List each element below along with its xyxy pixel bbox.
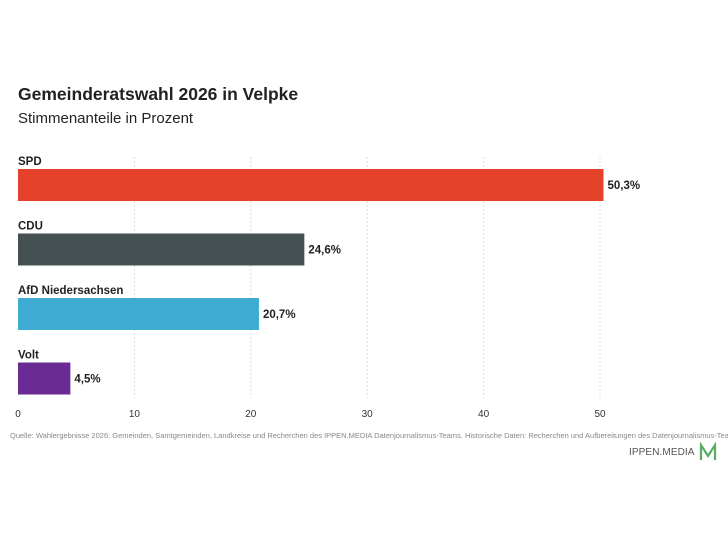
category-label: AfD Niedersachsen	[18, 285, 123, 297]
bar-spd	[18, 169, 604, 201]
chart-title: Gemeinderatswahl 2026 in Velpke	[18, 84, 299, 104]
x-tick-label: 30	[362, 409, 374, 420]
value-label: 24,6%	[308, 245, 341, 257]
value-label: 4,5%	[74, 374, 100, 386]
x-tick-label: 40	[478, 409, 490, 420]
bar-afd-niedersachsen	[18, 298, 259, 330]
x-tick-label: 10	[129, 409, 141, 420]
x-tick-label: 20	[245, 409, 257, 420]
category-label: CDU	[18, 221, 43, 233]
chart-subtitle: Stimmenanteile in Prozent	[18, 110, 194, 127]
ippen-media-logo: IPPEN.MEDIA	[629, 442, 718, 462]
x-tick-label: 50	[594, 409, 606, 420]
x-tick-label: 0	[15, 409, 21, 420]
bar-chart: SPD 50,3% CDU 24,6% AfD Niedersachsen 20,7% Vo…	[15, 156, 640, 420]
logo-text: IPPEN.MEDIA	[629, 446, 695, 458]
value-label: 50,3%	[607, 180, 640, 192]
category-label: SPD	[18, 156, 42, 168]
bar-cdu	[18, 233, 305, 266]
source-note: Quelle: Wahlergebnisse 2026: Gemeinden, …	[10, 431, 728, 440]
category-label: Volt	[18, 350, 39, 362]
value-label: 20,7%	[263, 309, 296, 321]
bar-volt	[18, 362, 71, 395]
logo-m-icon	[699, 442, 716, 460]
